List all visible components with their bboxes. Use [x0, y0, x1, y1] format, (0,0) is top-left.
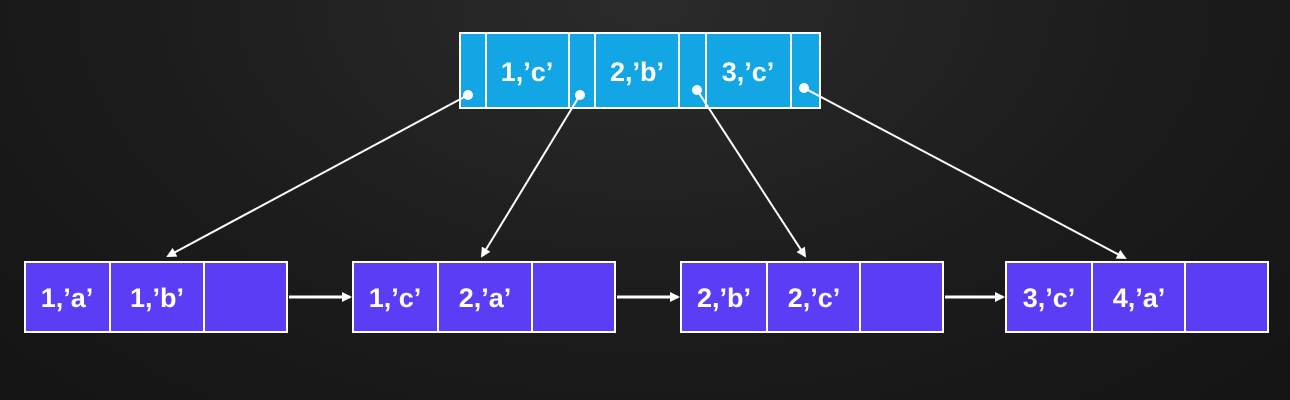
child-pointers	[166, 83, 1127, 259]
child-pointer-4	[803, 87, 1127, 259]
leaf-1-key-1: 1,’a’	[41, 283, 94, 313]
root-key-1: 1,’c’	[501, 57, 554, 87]
child-pointer-3	[696, 89, 807, 258]
root-key-3: 3,’c’	[722, 57, 775, 87]
leaf-4-key-2: 4,’a’	[1113, 283, 1166, 313]
leaf-2-key-2: 2,’a’	[459, 283, 512, 313]
root-node: 1,’c’ 2,’b’ 3,’c’	[459, 32, 821, 109]
leaf-1-key-2: 1,’b’	[130, 283, 184, 313]
leaf-2-key-1: 1,’c’	[369, 283, 422, 313]
leaf-node-3: 2,’b’ 2,’c’	[680, 261, 944, 333]
leaf-node-box	[24, 261, 288, 333]
pointer-dot	[692, 85, 702, 95]
leaf-node-2: 1,’c’ 2,’a’	[352, 261, 616, 333]
pointer-dot	[799, 83, 809, 93]
pointer-dot	[463, 90, 473, 100]
leaf-node-box	[680, 261, 944, 333]
child-pointer-2	[480, 94, 581, 258]
leaf-4-key-1: 3,’c’	[1023, 283, 1076, 313]
pointer-dot	[575, 90, 585, 100]
leaf-node-1: 1,’a’ 1,’b’	[24, 261, 288, 333]
root-node-box	[459, 32, 821, 109]
leaf-node-4: 3,’c’ 4,’a’	[1005, 261, 1269, 333]
leaf-3-key-1: 2,’b’	[697, 283, 751, 313]
child-pointer-1	[166, 94, 469, 257]
leaf-node-box	[352, 261, 616, 333]
root-key-2: 2,’b’	[610, 57, 664, 87]
leaf-3-key-2: 2,’c’	[788, 283, 841, 313]
leaf-node-box	[1005, 261, 1269, 333]
